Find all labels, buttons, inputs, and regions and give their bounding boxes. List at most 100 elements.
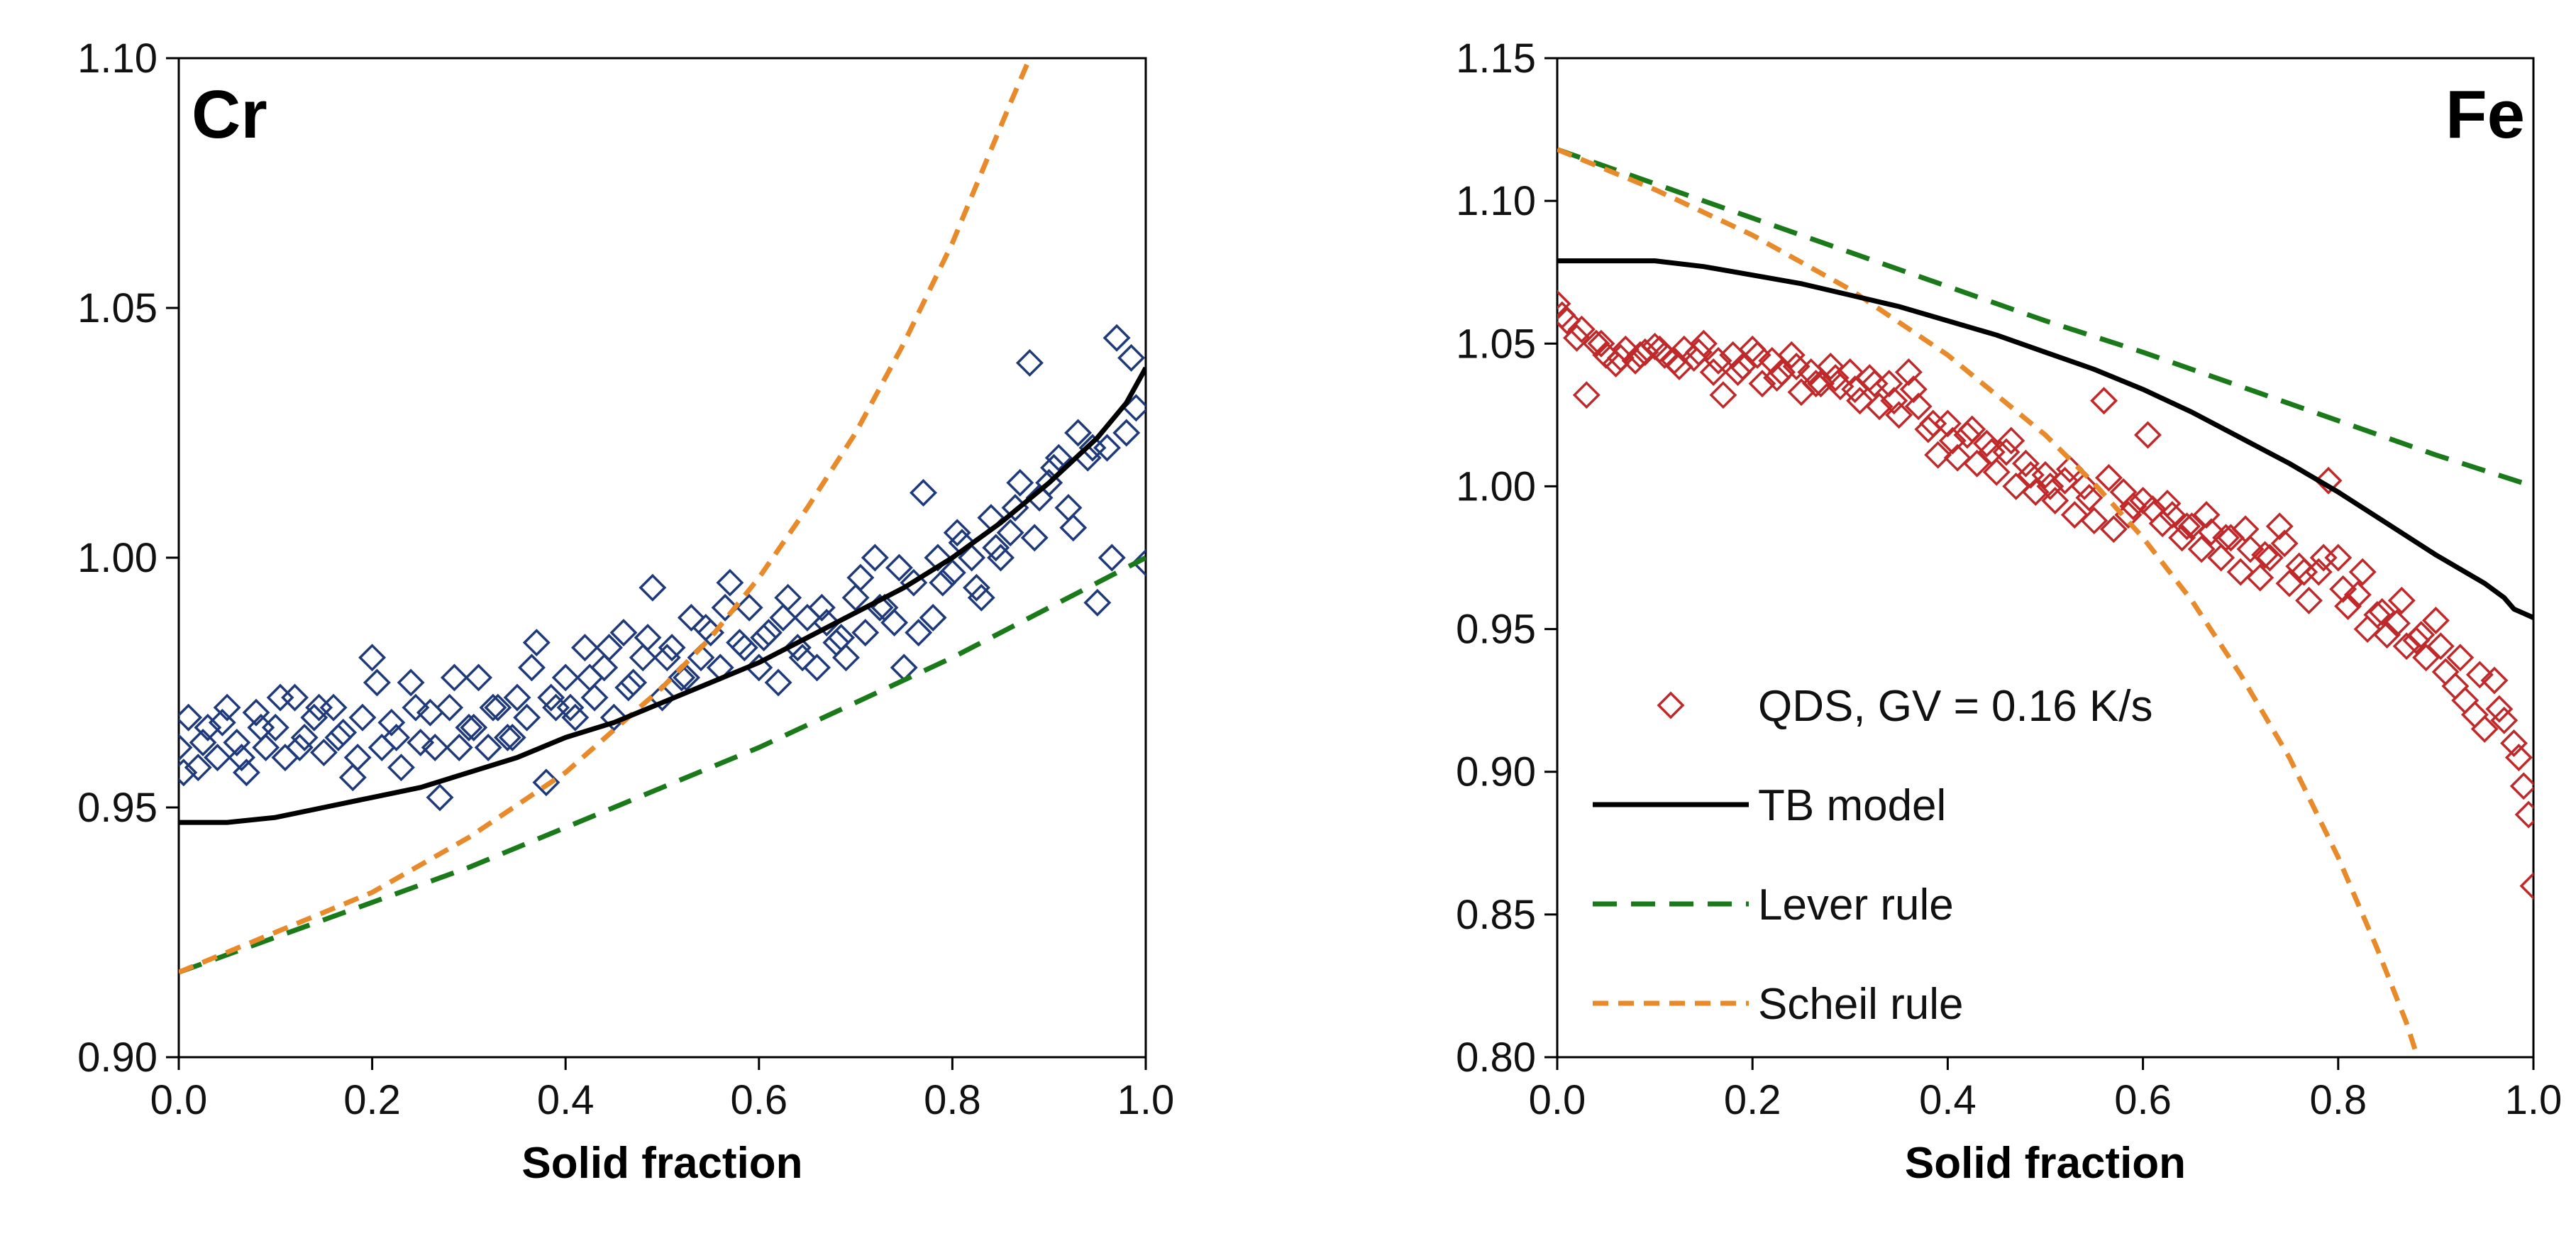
cr-tb-model-line [179, 366, 1146, 825]
cr-qds-point [910, 479, 937, 507]
fe-qds-point [2060, 501, 2089, 529]
fe-qds-point [2348, 558, 2377, 586]
fe-panel-label: Fe [2445, 77, 2525, 153]
fe-qds-point [2363, 600, 2392, 629]
cr-qds-point [397, 668, 425, 697]
cr-x-tick-label: 0.2 [343, 1077, 401, 1123]
fe-y-tick-label: 1.05 [1456, 321, 1536, 367]
fe-qds-point [2290, 558, 2318, 586]
legend-label-2: Lever rule [1758, 881, 1954, 929]
fe-qds-point [2119, 492, 2147, 521]
cr-qds-point [1015, 348, 1044, 377]
cr-qds-point [962, 573, 990, 602]
fe-qds-point [1816, 352, 1845, 380]
fe-qds-point [1860, 370, 1889, 398]
cr-qds-point [537, 683, 565, 712]
cr-qds-point [783, 634, 812, 662]
cr-qds-point [179, 758, 198, 787]
cr-qds-point [958, 543, 986, 572]
fe-qds-point [2226, 558, 2255, 586]
fe-qds-point [2021, 478, 2050, 506]
fe-y-tick-label: 0.90 [1456, 749, 1536, 795]
cr-qds-point [987, 543, 1015, 572]
cr-qds-point [387, 754, 415, 782]
fe-qds-point [2509, 772, 2533, 800]
fe-qds-point [2075, 484, 2104, 512]
fe-qds-point [2504, 744, 2533, 772]
cr-qds-point [658, 634, 686, 662]
cr-qds-point [474, 734, 502, 761]
cr-qds-point [551, 663, 580, 692]
cr-qds-point [919, 604, 947, 631]
fe-qds-point [1557, 289, 1571, 318]
fe-qds-point [1646, 335, 1674, 363]
cr-qds-point [1098, 543, 1126, 572]
cr-qds-point [503, 683, 531, 712]
fe-qds-point [2446, 644, 2475, 672]
fe-qds-point [1982, 458, 2011, 486]
fe-qds-point [2134, 421, 2162, 449]
cr-qds-point [774, 583, 802, 612]
cr-qds-point [599, 703, 628, 732]
fe-qds-point [2070, 472, 2099, 500]
cr-data-layer [179, 58, 1146, 975]
fe-x-tick-label: 0.0 [1529, 1077, 1586, 1123]
cr-qds-point [189, 729, 217, 756]
fe-qds-point [1665, 352, 1693, 380]
cr-qds-point [324, 723, 353, 751]
cr-qds-point [1006, 468, 1034, 497]
fe-qds-point [1963, 449, 1991, 478]
fe-y-tick-label: 0.80 [1456, 1034, 1536, 1081]
cr-qds-point [929, 568, 957, 597]
fe-qds-point [1587, 329, 1615, 358]
fe-qds-point [1821, 364, 1850, 392]
fe-y-tick-label: 1.00 [1456, 463, 1536, 509]
fe-qds-point [1899, 375, 1928, 404]
fe-qds-point [2231, 515, 2260, 543]
fe-qds-point [2187, 535, 2216, 563]
cr-qds-point [803, 653, 831, 682]
fe-qds-point [2373, 621, 2401, 649]
cr-qds-point [460, 713, 488, 741]
fe-qds-point [2407, 621, 2436, 649]
fe-qds-point [2324, 543, 2353, 572]
cr-y-tick-label: 1.10 [77, 35, 157, 82]
fe-qds-point [1953, 421, 1981, 449]
cr-qds-point [711, 593, 739, 622]
fe-qds-point [2514, 800, 2533, 829]
fe-qds-point [1997, 426, 2025, 455]
cr-qds-point [1054, 494, 1083, 522]
fe-qds-point [2343, 580, 2372, 609]
fe-qds-point [1557, 307, 1581, 335]
cr-qds-point [455, 713, 483, 741]
cr-qds-point [1102, 324, 1131, 352]
cr-qds-point [726, 629, 754, 657]
fe-qds-point [2099, 515, 2128, 543]
cr-qds-point [194, 713, 222, 741]
fe-qds-point [1763, 364, 1791, 392]
fe-qds-point [2451, 686, 2480, 714]
cr-qds-point [716, 568, 744, 597]
cr-qds-point [407, 729, 435, 756]
fe-qds-point [1943, 443, 1972, 472]
fe-qds-point [2192, 501, 2221, 529]
cr-y-tick-label: 0.95 [77, 785, 157, 831]
cr-qds-point [938, 558, 966, 587]
cr-qds-point [1020, 524, 1049, 552]
cr-qds-point [943, 519, 971, 547]
legend-qds-label: QDS, GV = 0.16 K/s [1758, 682, 2153, 731]
fe-x-tick-label: 0.2 [1724, 1077, 1781, 1123]
cr-qds-point [595, 634, 624, 662]
cr-x-tick-label: 0.4 [537, 1077, 595, 1123]
cr-qds-point [590, 653, 619, 682]
cr-qds-point [421, 734, 449, 761]
cr-qds-point [285, 734, 314, 761]
fe-x-axis-title: Solid fraction [1905, 1139, 2186, 1188]
fe-qds-point [2212, 524, 2240, 552]
cr-qds-point [890, 653, 918, 682]
fe-qds-point [1919, 409, 1947, 438]
cr-qds-point [861, 543, 889, 572]
fe-qds-point [1724, 358, 1752, 386]
fe-x-tick-label: 0.8 [2309, 1077, 2367, 1123]
cr-qds-point [769, 604, 797, 631]
